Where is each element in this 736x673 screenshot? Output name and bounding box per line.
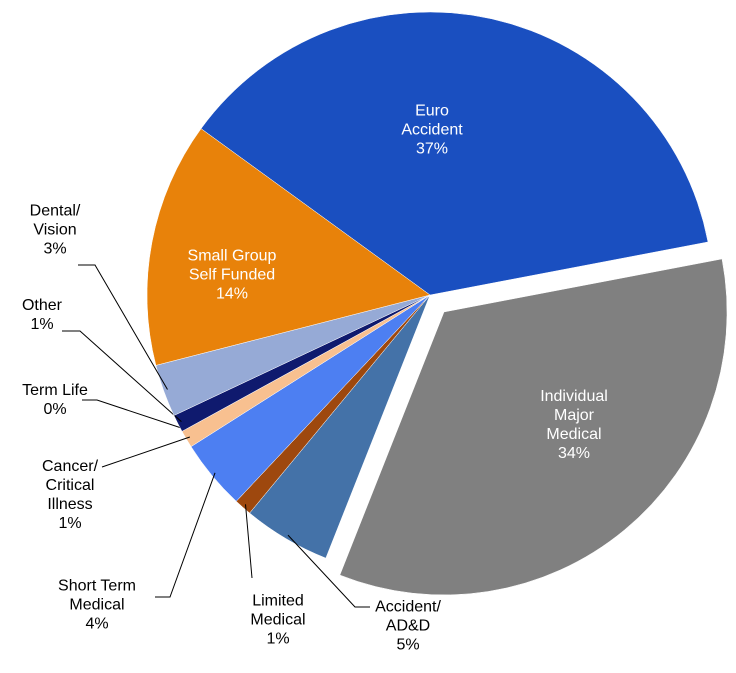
leader-line	[82, 399, 186, 430]
leader-line	[244, 504, 253, 579]
slice-label: Accident/ AD&D 5%	[368, 598, 448, 655]
slice-label: Dental/ Vision 3%	[25, 202, 85, 259]
slice-label: Limited Medical 1%	[243, 592, 313, 649]
value-label: 3%	[43, 240, 67, 258]
slice-label: Short Term Medical 4%	[47, 577, 147, 634]
slice-label: Individual Major Medical 34%	[529, 387, 619, 463]
value-label: 4%	[85, 615, 109, 633]
pie-slice	[339, 258, 728, 596]
leader-line	[78, 264, 168, 390]
value-label: 1%	[58, 515, 82, 532]
slice-label: Other 1%	[12, 296, 72, 334]
category-label: Other	[21, 297, 62, 314]
pie-slice	[146, 128, 431, 366]
category-label: Small Group Self Funded	[187, 247, 277, 284]
slice-label: Euro Accident 37%	[392, 102, 472, 159]
value-label: 1%	[266, 630, 290, 648]
value-label: 1%	[30, 316, 54, 333]
value-label: 37%	[415, 140, 449, 158]
leader-line	[62, 330, 182, 423]
slice-label: Cancer/ Critical Illness 1%	[38, 457, 103, 533]
category-label: Accident/ AD&D	[375, 598, 441, 635]
category-label: Limited Medical	[250, 592, 306, 629]
category-label: Individual Major Medical	[540, 388, 608, 443]
category-label: Short Term Medical	[58, 577, 136, 614]
category-label: Euro Accident	[401, 102, 463, 139]
category-label: Term Life	[22, 382, 88, 399]
value-label: 34%	[557, 445, 591, 462]
leader-line	[101, 436, 191, 468]
slice-label: Term Life 0%	[10, 381, 100, 419]
leader-line	[287, 534, 370, 608]
value-label: 5%	[396, 636, 420, 654]
leader-line	[155, 472, 216, 598]
pie-slice	[200, 11, 709, 296]
value-label: 14%	[215, 285, 249, 303]
category-label: Dental/ Vision	[29, 202, 81, 239]
category-label: Cancer/ Critical Illness	[41, 458, 99, 513]
value-label: 0%	[43, 401, 67, 418]
slice-label: Small Group Self Funded 14%	[177, 247, 287, 304]
